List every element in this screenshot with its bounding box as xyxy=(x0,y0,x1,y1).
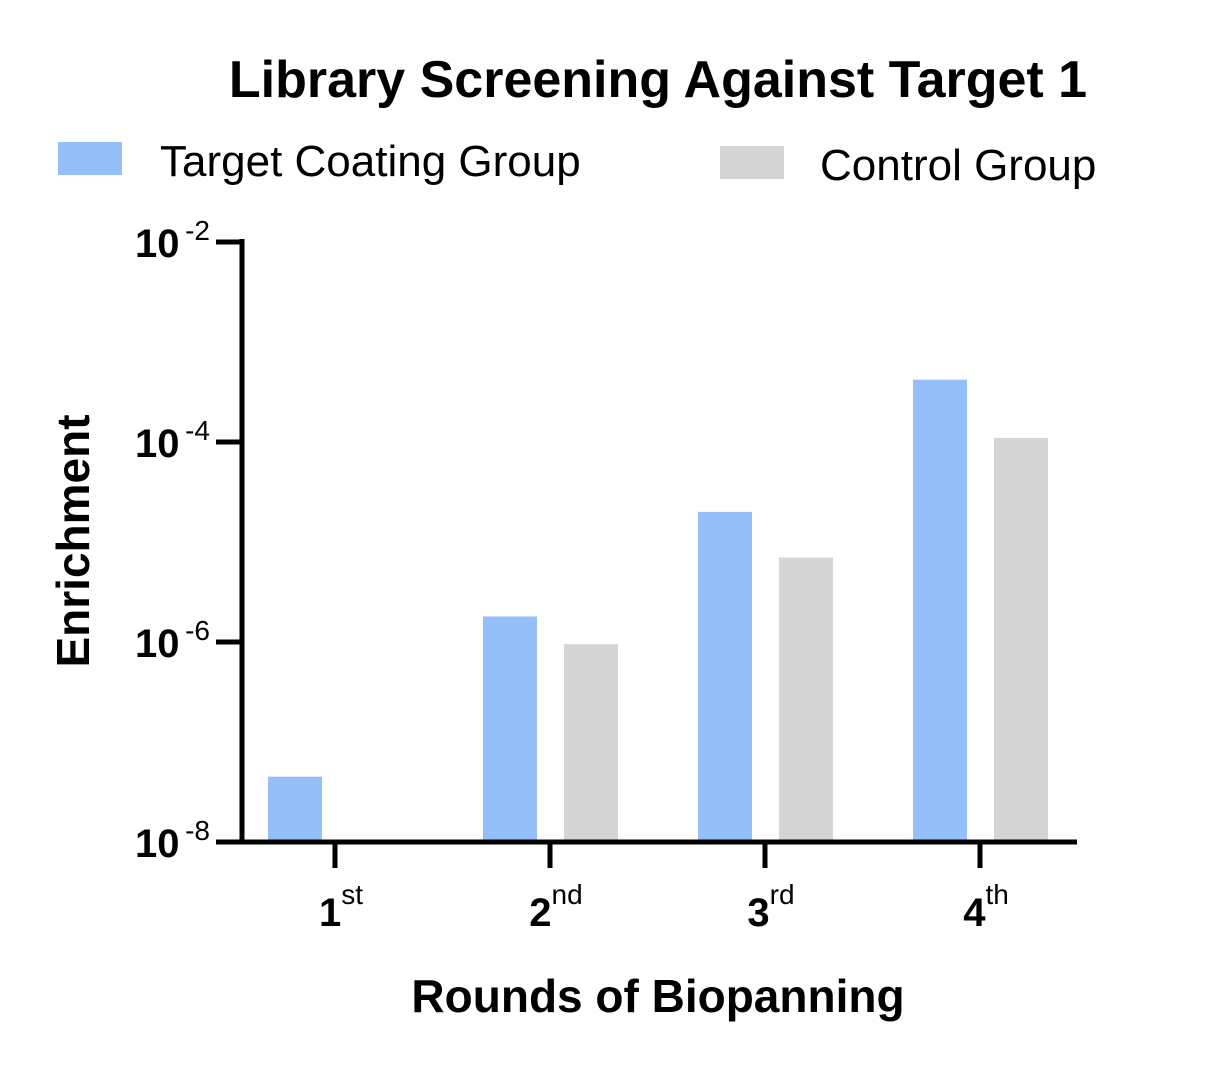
y-axis-title: Enrichment xyxy=(47,414,99,667)
x-tick-label-round-1: 1st xyxy=(319,879,363,935)
legend-label-target-coating: Target Coating Group xyxy=(160,137,581,186)
legend-swatch-control xyxy=(720,146,784,179)
x-axis-title: Rounds of Biopanning xyxy=(411,970,904,1022)
bar-target-coating-round-2 xyxy=(483,616,537,842)
bar-control-round-3 xyxy=(779,557,833,842)
legend-swatch-target-coating xyxy=(58,142,122,175)
bar-target-coating-round-1 xyxy=(268,776,322,842)
y-ticks-group: 10 -2 10 -4 10 -6 10 -8 xyxy=(135,215,242,866)
y-tick-label: 10 -4 xyxy=(135,415,210,466)
bars-group xyxy=(268,379,1048,842)
y-tick-label: 10 -8 xyxy=(135,815,210,866)
x-tick-label-round-4: 4th xyxy=(963,879,1009,935)
y-tick-label: 10 -2 xyxy=(135,215,210,266)
y-tick-label: 10 -6 xyxy=(135,615,210,666)
legend-label-control: Control Group xyxy=(820,141,1096,190)
bar-control-round-4 xyxy=(994,437,1048,842)
chart-title: Library Screening Against Target 1 xyxy=(229,51,1087,109)
bar-target-coating-round-3 xyxy=(698,511,752,842)
x-ticks-group: 1st 2nd 3rd 4th xyxy=(319,842,1009,935)
x-tick-label-round-2: 2nd xyxy=(529,879,582,935)
bar-control-round-2 xyxy=(564,644,618,842)
x-tick-label-round-3: 3rd xyxy=(747,879,794,935)
bar-target-coating-round-4 xyxy=(913,379,967,842)
